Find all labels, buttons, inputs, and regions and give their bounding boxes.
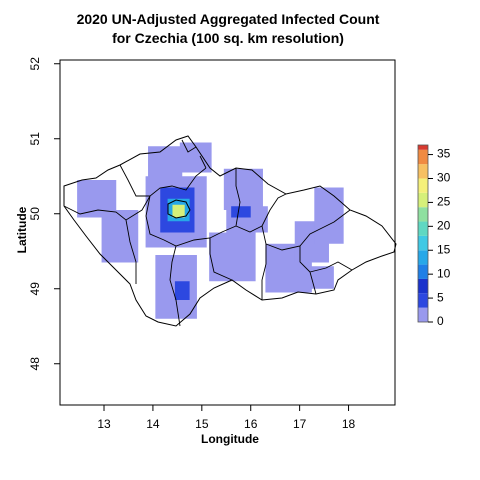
x-tick-label: 15 bbox=[195, 417, 209, 431]
legend-tick-label: 35 bbox=[437, 147, 451, 161]
x-axis-label: Longitude bbox=[201, 432, 259, 446]
legend-bin-9 bbox=[418, 178, 428, 193]
legend-tick-label: 30 bbox=[437, 171, 451, 185]
heat-cell-1 bbox=[101, 210, 139, 263]
country-border bbox=[63, 135, 397, 327]
legend-tick-label: 0 bbox=[437, 314, 444, 328]
chart-title-line-1: 2020 UN-Adjusted Aggregated Infected Cou… bbox=[76, 11, 380, 27]
legend-bin-3 bbox=[418, 264, 428, 279]
legend-tick-label: 10 bbox=[437, 266, 451, 280]
heat-cell-12 bbox=[309, 266, 334, 289]
czechia-outline bbox=[63, 135, 397, 327]
y-tick-label: 52 bbox=[28, 57, 42, 71]
legend-tick-label: 15 bbox=[437, 242, 451, 256]
y-tick-label: 50 bbox=[28, 207, 42, 221]
legend-tick-label: 20 bbox=[437, 218, 451, 232]
axes: 13 14 15 16 17 18 48 49 50 51 52 bbox=[28, 57, 355, 431]
x-tick-label: 14 bbox=[146, 417, 160, 431]
legend-bin-4 bbox=[418, 250, 428, 265]
legend-bin-7 bbox=[418, 207, 428, 222]
x-tick-label: 18 bbox=[342, 417, 356, 431]
x-tick-label: 13 bbox=[97, 417, 111, 431]
y-tick-label: 48 bbox=[28, 357, 42, 371]
legend-bin-6 bbox=[418, 221, 428, 236]
region-borders bbox=[63, 139, 353, 327]
legend-bin-2 bbox=[418, 278, 428, 294]
heat-cell-15 bbox=[172, 204, 185, 218]
legend-bin-1 bbox=[418, 293, 428, 308]
legend-bin-12 bbox=[418, 145, 428, 150]
chart-title-line-2: for Czechia (100 sq. km resolution) bbox=[112, 30, 344, 46]
legend-tick-label: 25 bbox=[437, 195, 451, 209]
heat-cell-17 bbox=[174, 281, 190, 300]
heatmap-cells bbox=[77, 142, 344, 319]
heat-cell-7 bbox=[209, 232, 256, 282]
plot-frame bbox=[59, 59, 396, 406]
legend-bin-10 bbox=[418, 164, 428, 179]
heat-cell-16 bbox=[231, 206, 251, 218]
prague-outline bbox=[167, 199, 191, 219]
x-tick-label: 16 bbox=[244, 417, 258, 431]
color-legend: 0 5 10 15 20 25 30 35 bbox=[417, 144, 451, 328]
legend-bin-5 bbox=[418, 235, 428, 251]
y-tick-label: 51 bbox=[28, 132, 42, 146]
legend-tick-label: 5 bbox=[437, 290, 444, 304]
y-tick-label: 49 bbox=[28, 282, 42, 296]
x-tick-label: 17 bbox=[293, 417, 307, 431]
legend-bin-8 bbox=[418, 192, 428, 208]
legend-bin-11 bbox=[418, 149, 428, 165]
legend-frame bbox=[417, 144, 429, 323]
heat-cell-5 bbox=[223, 168, 263, 210]
legend-bin-0 bbox=[418, 307, 428, 322]
heat-cell-11 bbox=[314, 187, 344, 244]
